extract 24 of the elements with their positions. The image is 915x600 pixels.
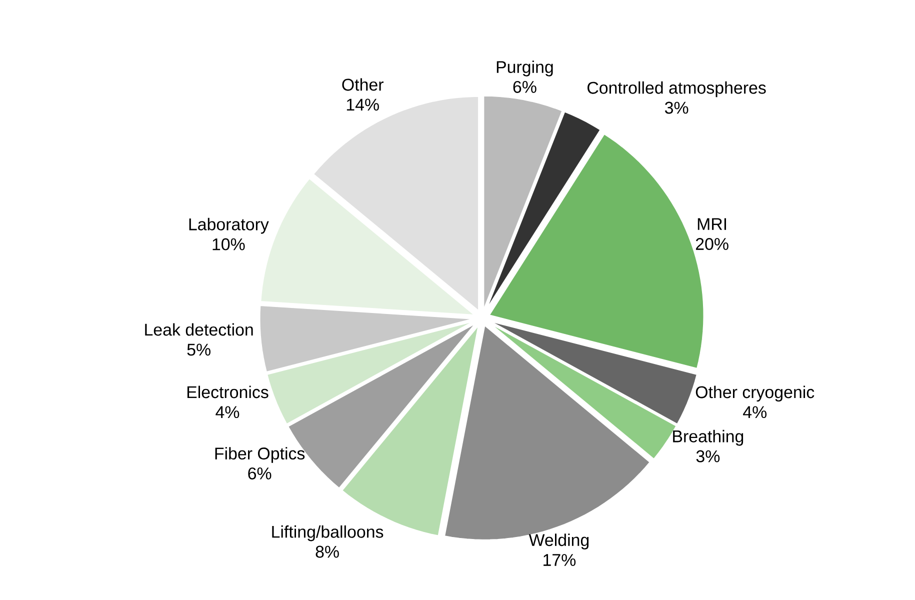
- data-label: 10%: [212, 238, 245, 250]
- data-label: 20%: [696, 238, 728, 250]
- slice-label: Lifting/balloons: [272, 525, 384, 542]
- slice-label: Other: [342, 78, 384, 91]
- slice-label: Laboratory: [189, 218, 269, 234]
- data-label: 4%: [743, 406, 767, 418]
- data-label: 3%: [696, 450, 720, 462]
- data-label: 8%: [316, 546, 339, 558]
- slice-label: Controlled atmospheres: [588, 81, 766, 98]
- slice-label: MRI: [698, 218, 726, 230]
- data-label: 17%: [544, 554, 576, 566]
- data-label: 3%: [664, 102, 688, 114]
- slice-label: Electronics: [187, 386, 268, 398]
- data-label: 14%: [346, 98, 379, 111]
- slice-label: Other cryogenic: [696, 386, 814, 402]
- data-label: 6%: [248, 467, 272, 480]
- data-label: 6%: [513, 80, 536, 93]
- slice-label: Breathing: [673, 430, 744, 446]
- slice-label: Leak detection: [145, 323, 253, 336]
- slice-label: Purging: [496, 60, 553, 76]
- slice-label: Fiber Optics: [215, 447, 305, 463]
- data-label: 5%: [187, 344, 210, 356]
- slice-label: Welding: [528, 534, 589, 550]
- data-label: 4%: [216, 406, 240, 418]
